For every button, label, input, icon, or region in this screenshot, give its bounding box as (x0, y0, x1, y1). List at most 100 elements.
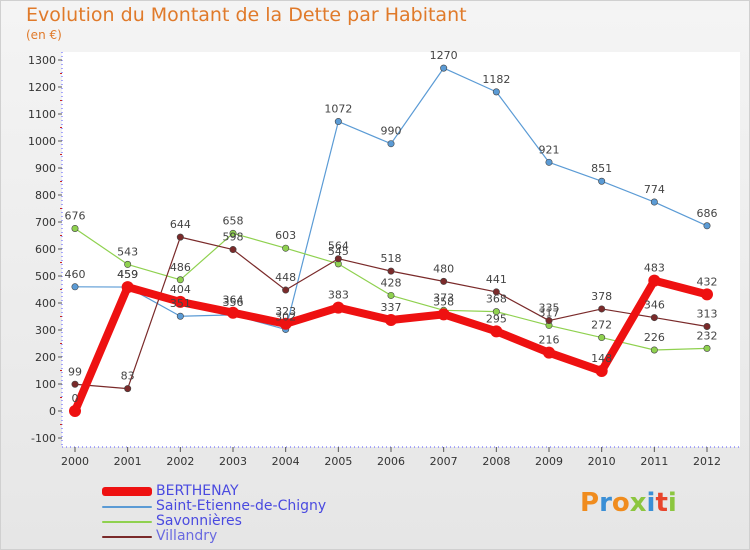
data-point (332, 301, 345, 314)
data-label: 302 (275, 310, 296, 323)
data-point (124, 385, 132, 393)
data-point (492, 288, 500, 296)
data-point (176, 276, 184, 284)
logo-letter: o (611, 488, 630, 518)
data-point (71, 283, 79, 291)
x-tick-label: 2010 (588, 455, 616, 468)
logo-letter: i (667, 488, 677, 518)
data-label: 448 (275, 271, 296, 284)
x-tick-label: 2005 (324, 455, 352, 468)
data-point (387, 267, 395, 275)
data-label: 83 (121, 370, 135, 383)
y-tick-label: 800 (35, 189, 56, 202)
data-point (648, 274, 661, 287)
y-tick-label: 1300 (28, 54, 56, 67)
logo-letter: r (599, 488, 612, 518)
data-label: 486 (170, 261, 191, 274)
x-tick-label: 2008 (482, 455, 510, 468)
data-label: 480 (433, 262, 454, 275)
proxiti-logo: Proxiti (580, 488, 677, 518)
data-point (598, 305, 606, 313)
legend-label: Savonnières (156, 513, 242, 529)
data-label: 564 (328, 240, 349, 253)
y-tick-label: 600 (35, 243, 56, 256)
data-point (71, 224, 79, 232)
data-point (176, 312, 184, 320)
data-point (703, 322, 711, 330)
data-label: 676 (65, 209, 86, 222)
chart-title: Evolution du Montant de la Dette par Hab… (26, 4, 467, 26)
data-label: 313 (697, 307, 718, 320)
data-point (437, 308, 450, 321)
data-point (387, 291, 395, 299)
data-label: 351 (170, 297, 191, 310)
legend-swatch (102, 520, 152, 523)
legend-item: Savonnières (102, 514, 326, 529)
data-label: 990 (381, 125, 402, 138)
legend-label: Villandry (156, 528, 218, 544)
y-tick-label: 900 (35, 162, 56, 175)
x-tick-label: 2003 (219, 455, 247, 468)
data-point (176, 233, 184, 241)
data-point (492, 308, 500, 316)
data-point (545, 317, 553, 325)
chart-subtitle: (en €) (26, 28, 62, 42)
data-point (282, 286, 290, 294)
legend-label: BERTHENAY (156, 483, 239, 499)
data-label: 686 (697, 207, 718, 220)
data-label: 598 (223, 231, 244, 244)
data-label: 658 (223, 214, 244, 227)
data-label: 364 (223, 294, 244, 307)
data-point (387, 140, 395, 148)
data-point (440, 277, 448, 285)
data-label: 335 (539, 302, 560, 315)
plot-area (62, 52, 740, 447)
data-label: 1270 (430, 49, 458, 62)
data-label: 226 (644, 331, 665, 344)
data-label: 432 (697, 275, 718, 288)
data-point (703, 344, 711, 352)
data-point (595, 365, 608, 378)
data-point (650, 346, 658, 354)
data-label: 404 (170, 283, 191, 296)
x-tick-label: 2000 (61, 455, 89, 468)
data-point (334, 118, 342, 126)
data-label: 460 (65, 268, 86, 281)
data-label: 317 (539, 306, 560, 319)
data-label: 644 (170, 218, 191, 231)
data-label: 1072 (324, 103, 352, 116)
data-point (543, 346, 555, 359)
x-tick-label: 2009 (535, 455, 563, 468)
data-label: 323 (275, 305, 296, 318)
data-point (334, 255, 342, 263)
data-point (229, 229, 237, 237)
data-label: 358 (433, 295, 454, 308)
data-label: 774 (644, 183, 665, 196)
data-label: 518 (381, 252, 402, 265)
x-tick-label: 2006 (377, 455, 405, 468)
logo-letter: t (655, 488, 668, 518)
legend-swatch (102, 535, 152, 538)
data-label: 272 (591, 319, 612, 332)
y-tick-label: -100 (31, 432, 56, 445)
logo-letter: i (646, 488, 656, 518)
data-label: 368 (486, 293, 507, 306)
y-tick-label: 700 (35, 216, 56, 229)
data-point (703, 222, 711, 230)
y-tick-label: 300 (35, 324, 56, 337)
data-point (227, 306, 239, 319)
data-label: 851 (591, 162, 612, 175)
data-point (69, 405, 81, 417)
data-point (385, 314, 397, 327)
data-label: 459 (117, 268, 138, 281)
data-point (701, 288, 713, 301)
legend-item: BERTHENAY (102, 484, 326, 499)
data-point (279, 317, 292, 330)
data-point (174, 295, 187, 308)
data-label: 543 (117, 245, 138, 258)
data-label: 356 (223, 296, 244, 309)
data-label: 232 (697, 329, 718, 342)
y-tick-label: 1100 (28, 108, 56, 121)
data-label: 459 (117, 268, 138, 281)
